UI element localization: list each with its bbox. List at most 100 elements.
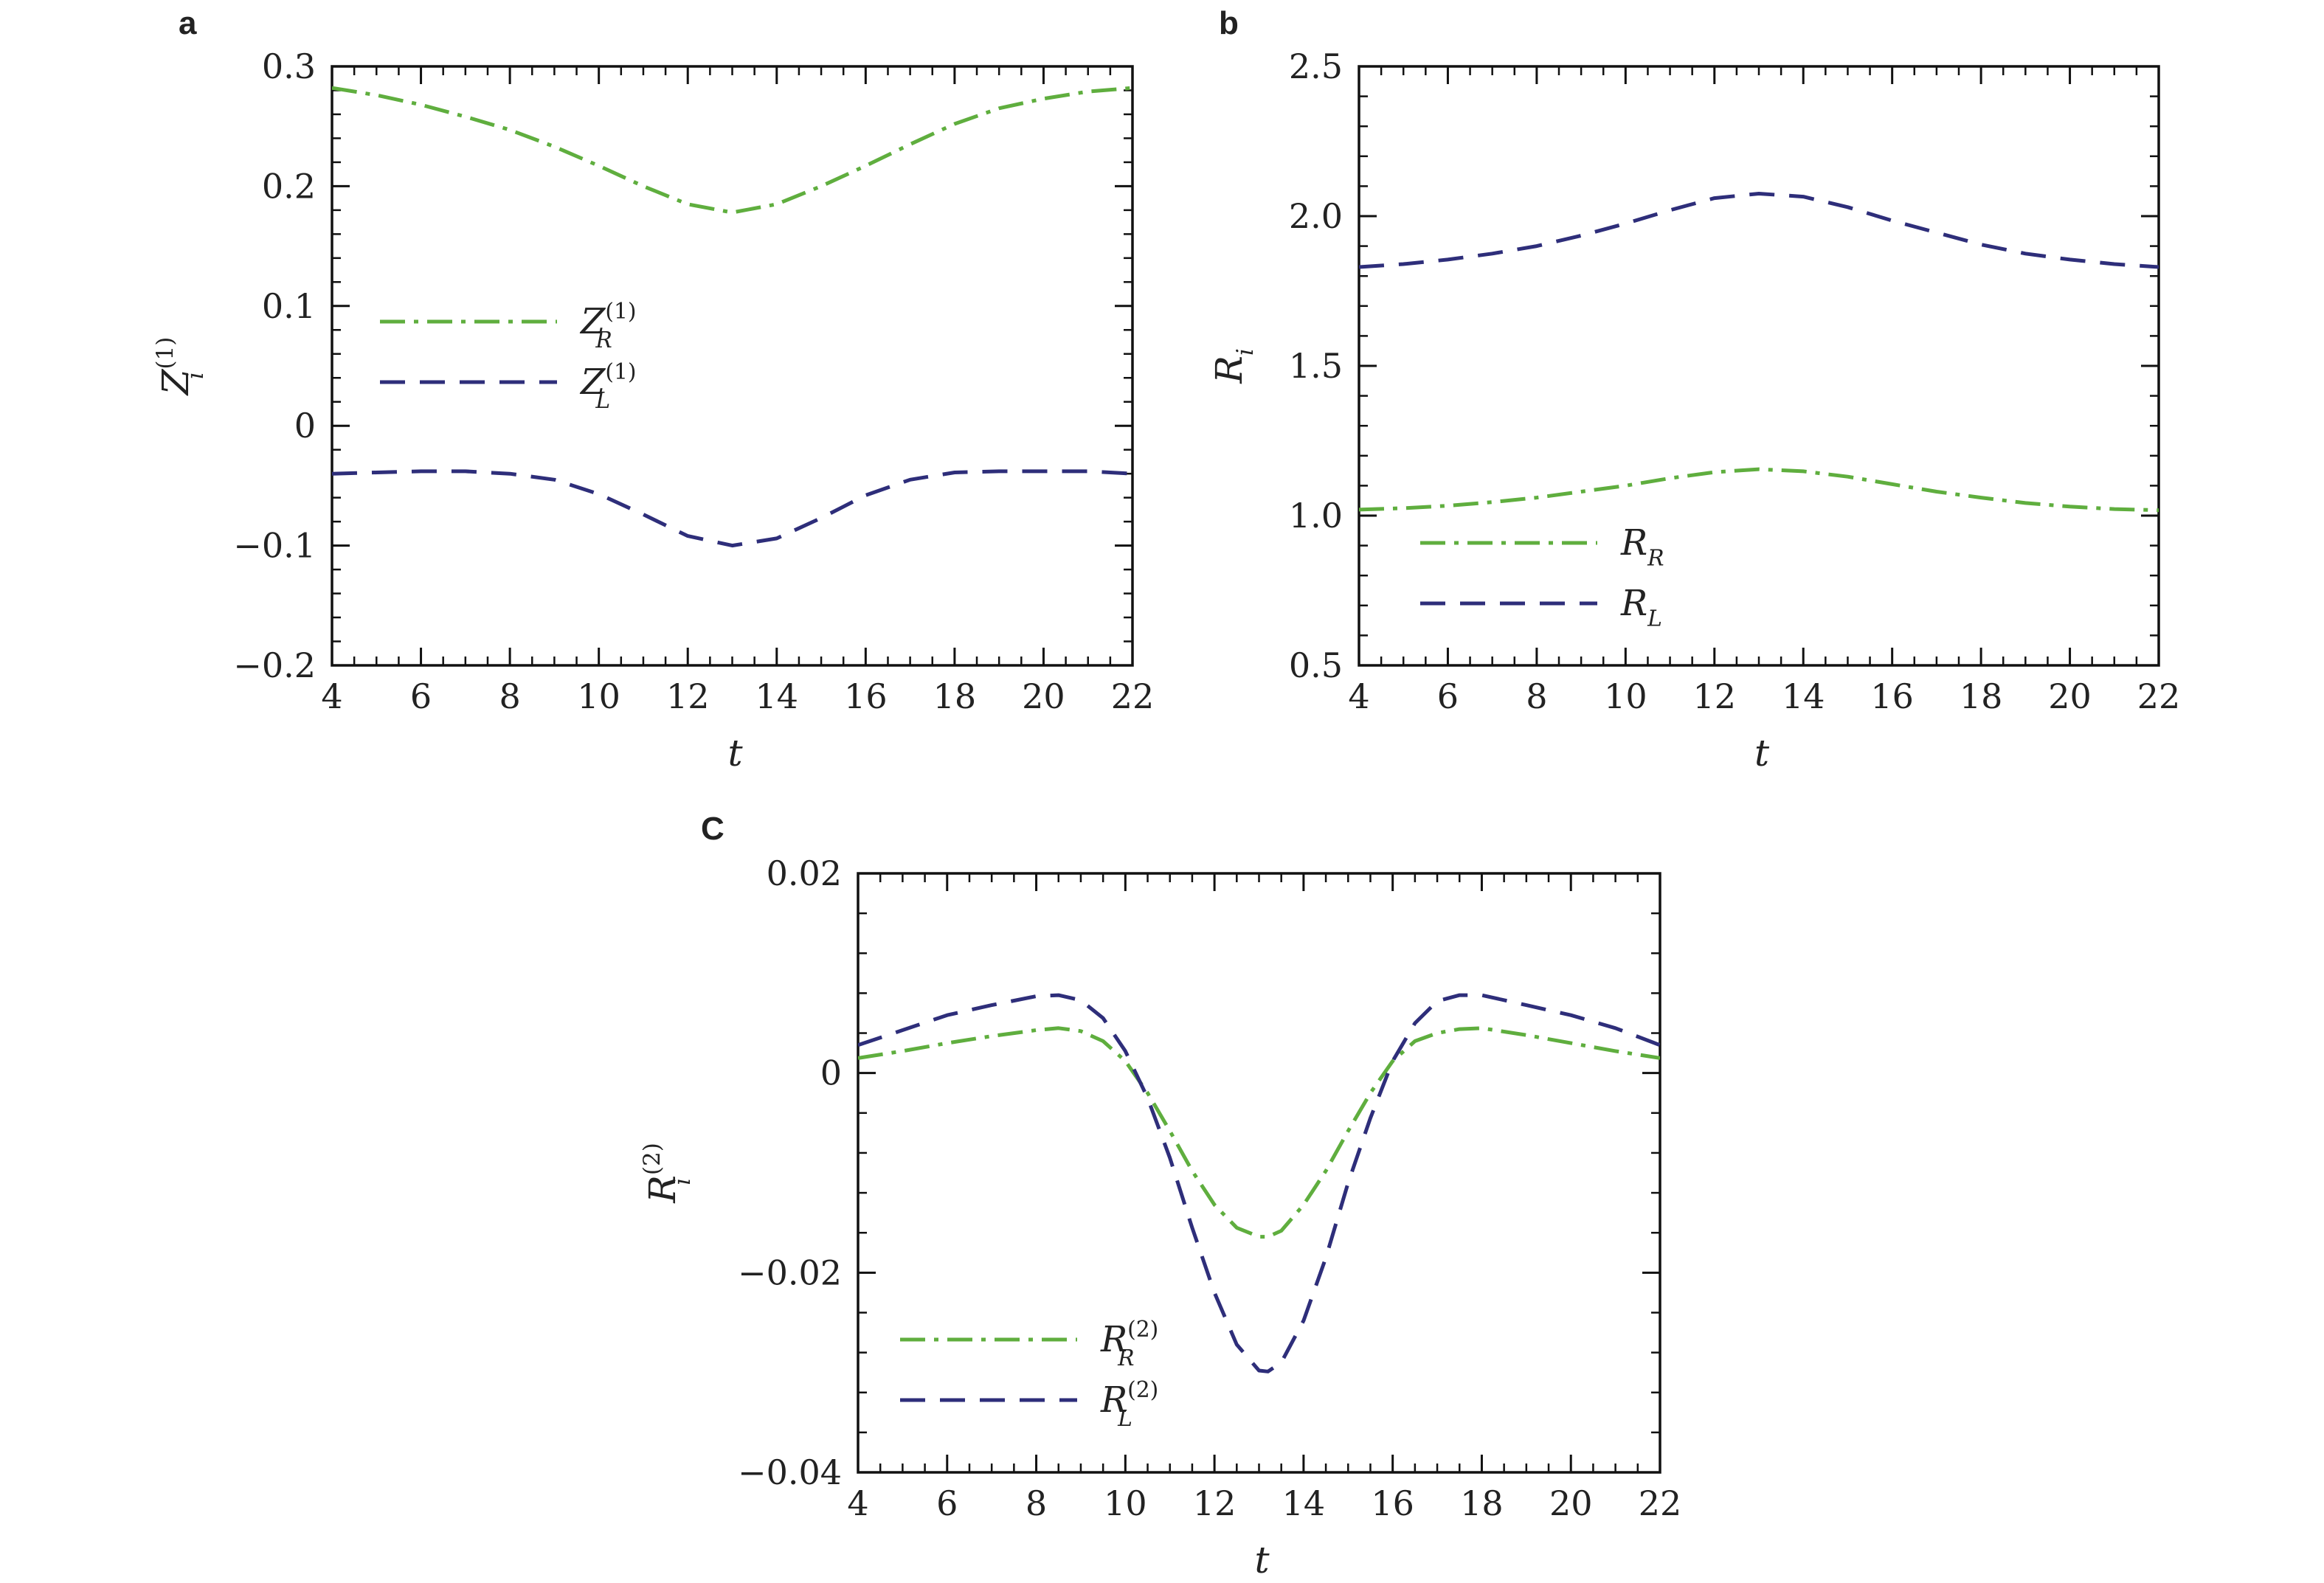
y-axis-label-group: R(2) i (639, 1143, 696, 1204)
x-tick-label: 10 (1604, 676, 1647, 716)
series-line-L (858, 993, 1660, 1374)
x-tick-label: 14 (755, 676, 799, 716)
x-tick-label: 4 (321, 676, 342, 716)
legend-entry-sub: L (595, 388, 610, 414)
legend-entry: R(2) L (1100, 1377, 1158, 1432)
y-axis-label-sub: i (669, 1178, 696, 1185)
legend-entry: Z(1) L (579, 359, 637, 414)
legend-entry: RL (1620, 583, 1662, 631)
plot-frame (331, 65, 1134, 667)
y-tick-label: −0.02 (738, 1253, 842, 1292)
x-axis-label: t (1254, 1539, 1270, 1582)
legend-entry-base: R (1620, 583, 1647, 624)
series-line-R (1359, 467, 2159, 513)
y-tick-label: 0 (294, 406, 316, 446)
y-tick-label: −0.2 (233, 645, 316, 685)
panel-label: b (1219, 5, 1239, 41)
x-tick-label: 22 (1111, 676, 1155, 716)
y-tick-label: 2.5 (1289, 46, 1343, 86)
x-tick-label: 14 (1282, 1483, 1326, 1523)
x-tick-label: 22 (1639, 1483, 1682, 1523)
y-axis-label-sup: (1) (152, 337, 179, 370)
x-tick-label: 4 (1348, 676, 1369, 716)
y-tick-label: 0.2 (262, 166, 316, 206)
x-tick-label: 20 (2048, 676, 2092, 716)
legend-entry-sup: (2) (1127, 1317, 1158, 1343)
x-tick-label: 10 (1104, 1483, 1147, 1523)
x-tick-label: 4 (847, 1483, 868, 1523)
legend-entry-sub: R (595, 328, 612, 353)
plot-frame (857, 872, 1661, 1474)
y-axis-label-sup: (2) (639, 1143, 665, 1175)
x-tick-label: 20 (1022, 676, 1065, 716)
x-tick-label: 18 (1960, 676, 2003, 716)
y-tick-label: 0 (820, 1053, 842, 1093)
y-axis-label-group: Ri (1208, 348, 1259, 384)
y-tick-label: 0.02 (767, 853, 842, 893)
legend-entry-base: R (1620, 522, 1647, 564)
y-axis-label-base: R (641, 1175, 684, 1204)
y-axis-label-sub: i (182, 372, 209, 379)
x-tick-label: 10 (577, 676, 620, 716)
panel-label: a (179, 5, 197, 41)
x-tick-label: 12 (1193, 1483, 1237, 1523)
x-tick-label: 6 (1437, 676, 1459, 716)
x-tick-label: 16 (1371, 1483, 1414, 1523)
legend-entry-sub: R (1647, 545, 1664, 571)
legend-entry: R(2) R (1100, 1317, 1158, 1371)
x-tick-label: 8 (1526, 676, 1547, 716)
legend-entry-base: Z (579, 301, 606, 342)
x-tick-label: 18 (1460, 1483, 1504, 1523)
x-tick-label: 8 (1026, 1483, 1047, 1523)
legend-entry-sup: (1) (605, 299, 636, 325)
legend-entry-base: Z (579, 361, 606, 403)
x-tick-label: 6 (936, 1483, 958, 1523)
y-axis-label-base: Z (154, 368, 197, 396)
y-axis-label: Ri (1208, 348, 1259, 384)
y-tick-label: 0.3 (262, 46, 316, 86)
x-tick-label: 22 (2137, 676, 2181, 716)
chart-panel-a: a4 6 8 10 12 14 16 18 20 22−0.2−0.100.10.20.3tZ(1… (152, 5, 1154, 775)
y-axis-label-base: R (1208, 356, 1251, 384)
y-tick-label: 2.0 (1289, 196, 1343, 236)
series-line-L (1359, 192, 2159, 269)
y-axis-label-sub: i (1232, 348, 1259, 356)
x-tick-label: 18 (933, 676, 977, 716)
x-tick-label: 8 (499, 676, 520, 716)
y-tick-label: −0.1 (233, 526, 316, 566)
x-tick-label: 12 (666, 676, 710, 716)
x-tick-label: 12 (1693, 676, 1737, 716)
legend: Z(1) RZ(1) L (380, 299, 637, 414)
x-axis-label: t (1754, 732, 1770, 775)
chart-panel-c: C4 6 8 10 12 14 16 18 20 22−0.04−0.0200.02tR(2)iR… (639, 811, 1681, 1582)
series-line-R (858, 1026, 1660, 1239)
legend-entry-sub: L (1647, 606, 1662, 631)
y-axis-label: Z(1)i (152, 337, 209, 397)
y-axis-label-group: Z(1)i (152, 337, 209, 397)
legend-entry-sup: (2) (1127, 1377, 1158, 1403)
legend-entry: RR (1620, 522, 1664, 571)
x-tick-label: 20 (1549, 1483, 1593, 1523)
plot-frame (1358, 65, 2160, 667)
legend-entry-base: R (1100, 1319, 1127, 1360)
y-tick-label: 0.5 (1289, 645, 1343, 685)
x-tick-label: 16 (844, 676, 888, 716)
x-tick-label: 16 (1870, 676, 1914, 716)
y-axis-label: R(2) i (639, 1143, 696, 1204)
legend-entry-sub: L (1117, 1406, 1132, 1432)
x-tick-label: 6 (410, 676, 432, 716)
panel-label: C (701, 811, 724, 847)
legend-entry-base: R (1100, 1379, 1127, 1421)
legend: R(2) RR(2) L (900, 1317, 1158, 1432)
y-tick-label: 0.1 (262, 286, 316, 326)
legend-entry: Z(1) R (579, 299, 637, 353)
x-axis-label: t (727, 732, 743, 775)
y-tick-label: 1.0 (1289, 496, 1343, 536)
legend-entry-sub: R (1117, 1345, 1134, 1371)
x-tick-label: 14 (1782, 676, 1825, 716)
legend-entry-sup: (1) (605, 359, 636, 385)
y-tick-label: −0.04 (738, 1452, 842, 1492)
series-line-R (332, 86, 1132, 215)
